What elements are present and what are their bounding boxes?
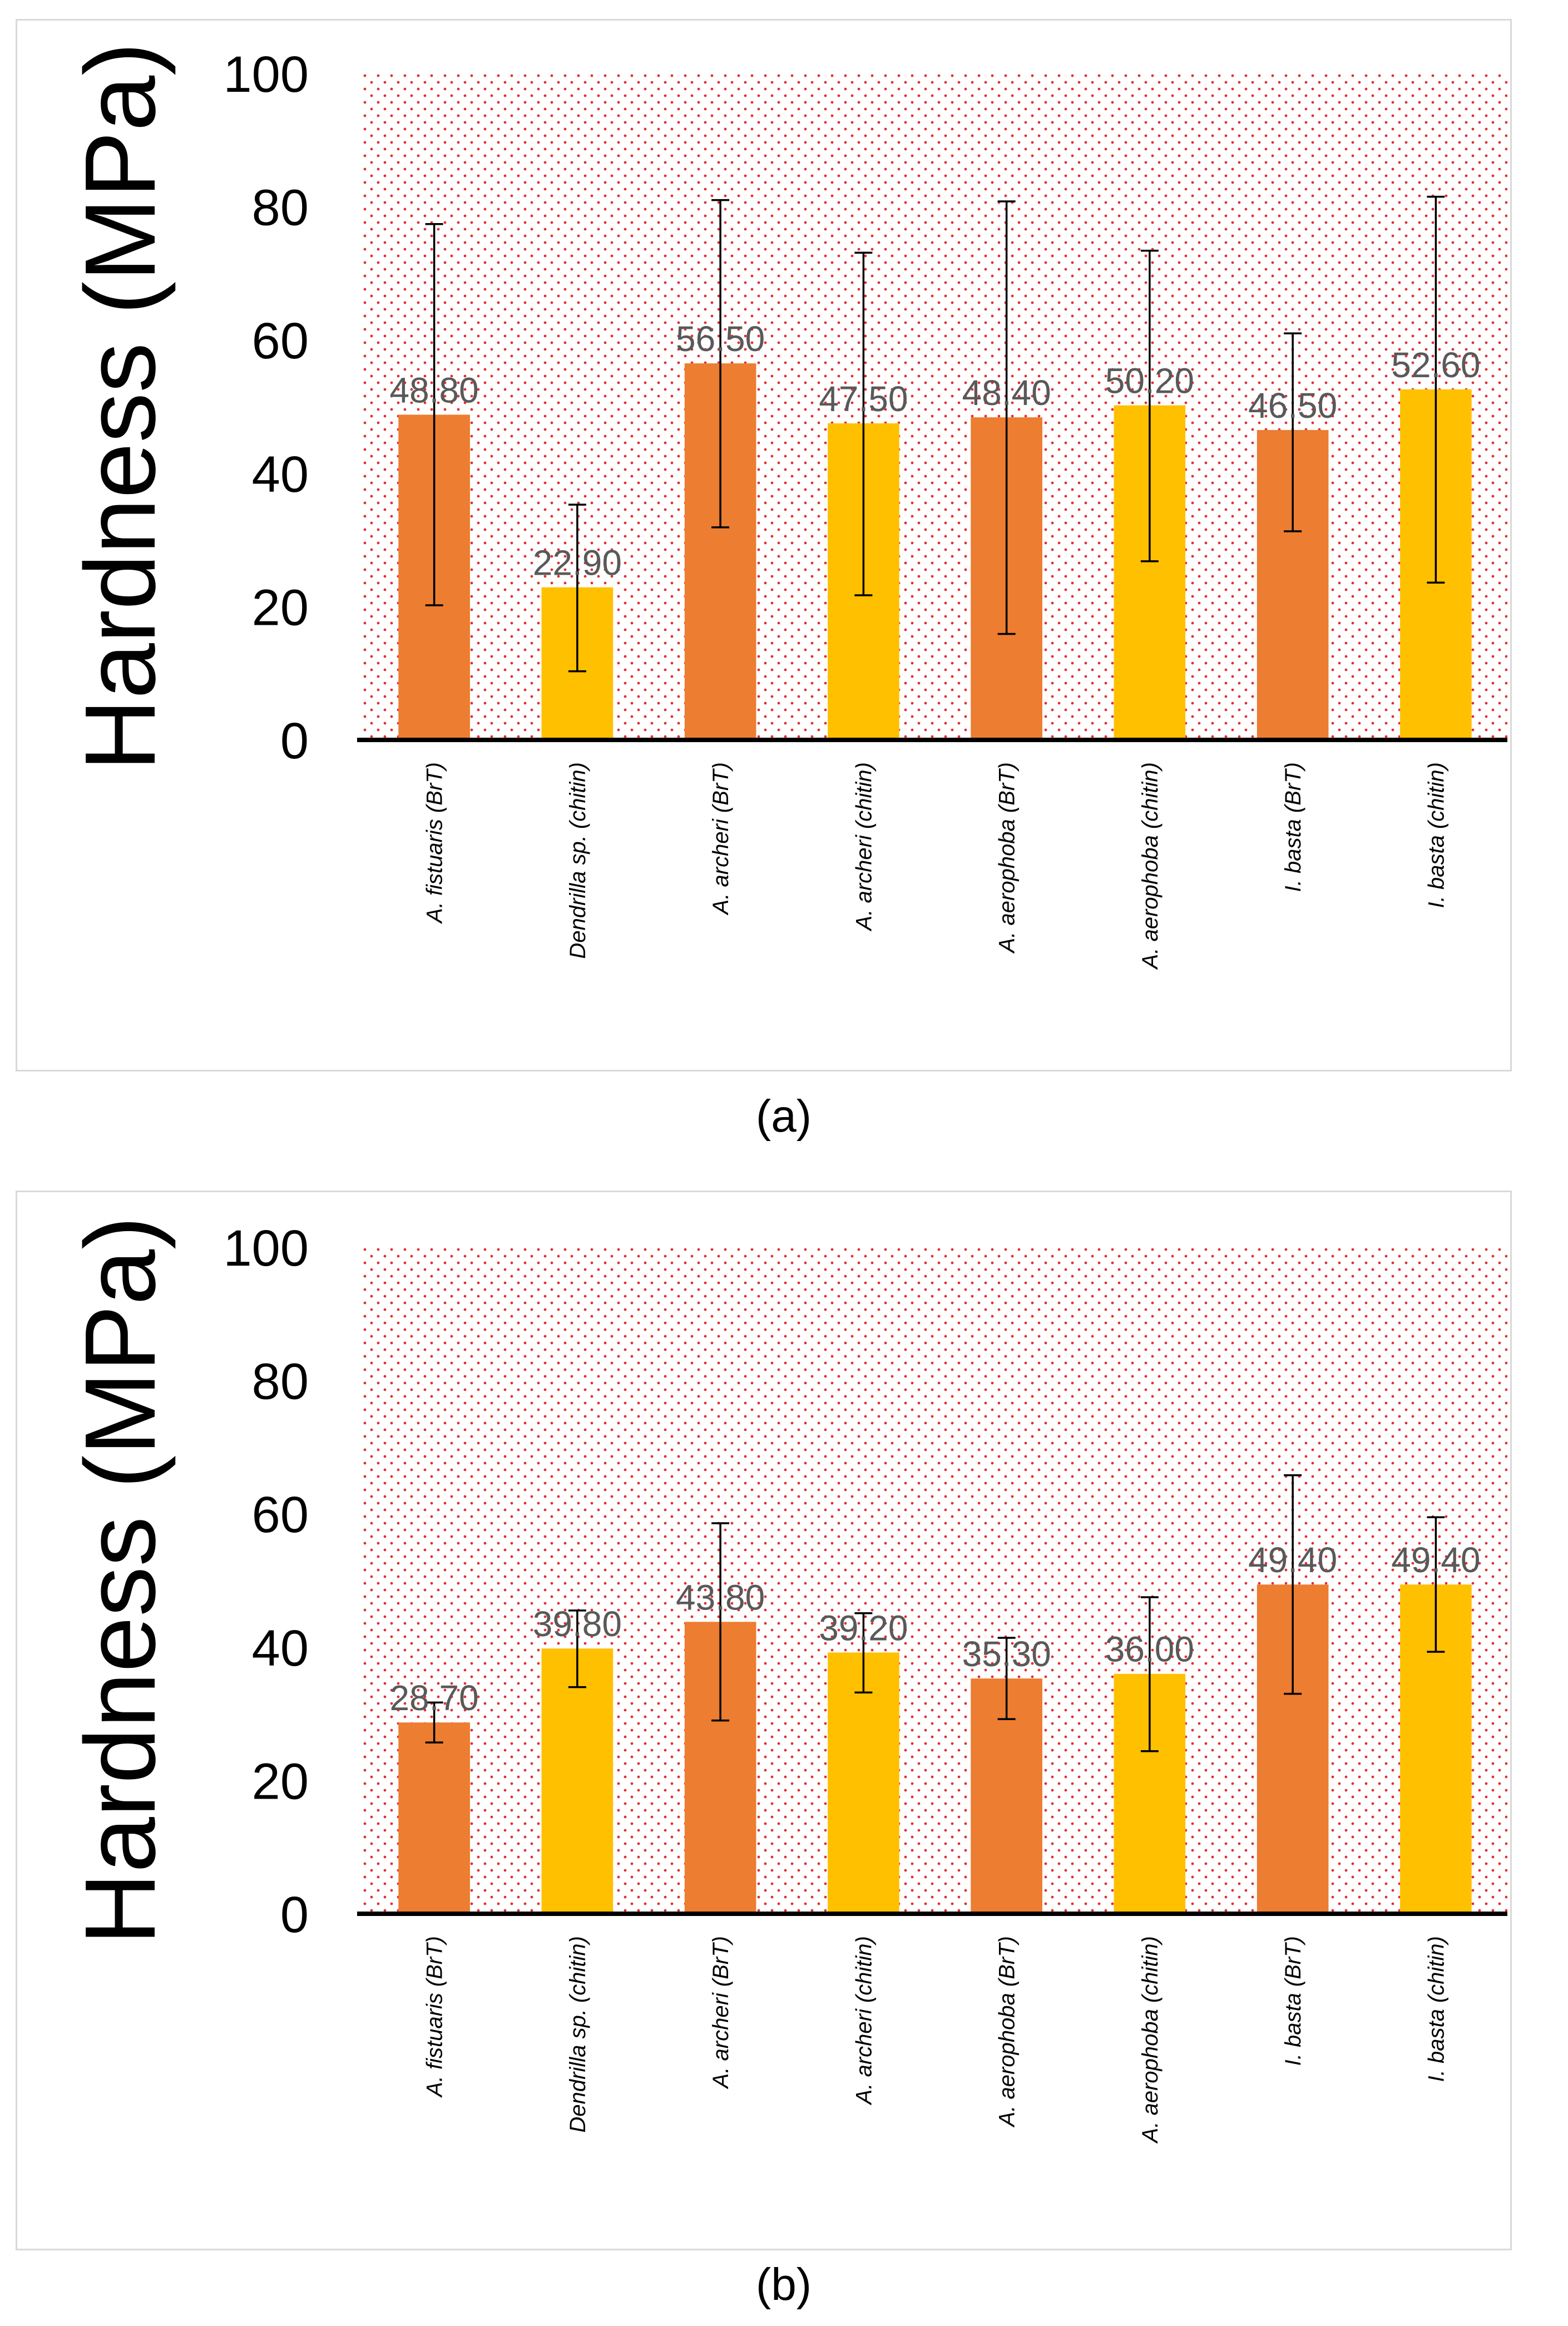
data-label-b-2: 39.80 bbox=[533, 1604, 622, 1644]
x-tick-label-a-4: A. archeri (chitin) bbox=[852, 762, 876, 931]
y-tick-label-a-60: 60 bbox=[252, 313, 309, 369]
data-label-a-3: 56.50 bbox=[676, 319, 765, 359]
x-tick-label-a-2: Dendrilla sp. (chitin) bbox=[566, 762, 590, 959]
bar-b-1 bbox=[398, 1722, 470, 1914]
x-tick-label-a-1: A. fistuaris (BrT) bbox=[423, 762, 447, 924]
bar-b-2 bbox=[541, 1648, 614, 1914]
error-bar-a-6 bbox=[1140, 249, 1159, 562]
panel-a-caption: (a) bbox=[755, 1091, 812, 1142]
data-label-a-7: 46.50 bbox=[1248, 386, 1337, 426]
data-label-b-3: 43.80 bbox=[676, 1577, 765, 1617]
y-axis-title-a: Hardness (MPa) bbox=[65, 42, 176, 771]
hardness-chart-a: Hardness (MPa) 0 20 40 60 80 100 48.80 A. fistua… bbox=[65, 42, 1507, 970]
error-bar-a-8 bbox=[1427, 195, 1445, 584]
x-tick-label-a-8: I. basta (chitin) bbox=[1424, 762, 1448, 908]
data-label-a-2: 22.90 bbox=[533, 543, 622, 583]
error-bar-a-4 bbox=[854, 251, 873, 596]
data-label-b-8: 49.40 bbox=[1391, 1540, 1480, 1580]
data-label-a-4: 47.50 bbox=[819, 379, 908, 419]
y-tick-label-a-80: 80 bbox=[252, 180, 309, 236]
error-bar-a-7 bbox=[1284, 332, 1302, 532]
data-label-a-1: 48.80 bbox=[390, 370, 479, 410]
y-axis-title-b: Hardness (MPa) bbox=[65, 1216, 176, 1945]
error-bar-a-3 bbox=[711, 199, 730, 529]
y-tick-label-a-100: 100 bbox=[224, 46, 309, 103]
y-tick-label-a-20: 20 bbox=[252, 579, 309, 636]
y-tick-label-b-100: 100 bbox=[224, 1220, 309, 1277]
y-tick-label-b-60: 60 bbox=[252, 1487, 309, 1543]
x-tick-label-b-2: Dendrilla sp. (chitin) bbox=[566, 1936, 590, 2132]
error-bar-b-6 bbox=[1140, 1596, 1159, 1752]
data-label-b-5: 35.30 bbox=[962, 1634, 1051, 1674]
error-bar-b-4 bbox=[854, 1612, 873, 1694]
y-tick-label-b-40: 40 bbox=[252, 1620, 309, 1677]
plot-area-b bbox=[363, 1247, 1507, 1914]
data-label-b-6: 36.00 bbox=[1105, 1629, 1194, 1670]
x-tick-label-b-5: A. aerophoba (BrT) bbox=[995, 1936, 1020, 2127]
bar-b-4 bbox=[828, 1652, 899, 1914]
error-bar-a-5 bbox=[997, 200, 1016, 635]
x-tick-label-a-5: A. aerophoba (BrT) bbox=[995, 762, 1020, 954]
x-tick-label-b-6: A. aerophoba (chitin) bbox=[1138, 1936, 1163, 2144]
x-tick-label-b-4: A. archeri (chitin) bbox=[852, 1936, 876, 2105]
data-label-a-6: 50.20 bbox=[1105, 361, 1194, 401]
error-bar-b-3 bbox=[711, 1522, 730, 1722]
y-tick-label-b-80: 80 bbox=[252, 1354, 309, 1410]
error-bar-a-1 bbox=[425, 223, 443, 606]
y-tick-label-a-0: 0 bbox=[280, 713, 309, 769]
data-label-a-5: 48.40 bbox=[962, 373, 1051, 413]
x-tick-label-a-3: A. archeri (BrT) bbox=[709, 762, 733, 915]
error-bar-b-7 bbox=[1284, 1474, 1302, 1695]
error-bar-b-1 bbox=[425, 1701, 443, 1744]
x-tick-label-b-8: I. basta (chitin) bbox=[1424, 1936, 1448, 2082]
x-tick-label-b-1: A. fistuaris (BrT) bbox=[423, 1936, 447, 2098]
x-tick-label-a-7: I. basta (BrT) bbox=[1281, 762, 1305, 892]
data-label-b-1: 28.70 bbox=[390, 1678, 479, 1718]
x-tick-label-a-6: A. aerophoba (chitin) bbox=[1138, 762, 1163, 970]
error-bar-b-8 bbox=[1427, 1516, 1445, 1653]
error-bar-b-2 bbox=[568, 1609, 586, 1688]
error-bar-b-5 bbox=[997, 1637, 1016, 1720]
data-label-b-4: 39.20 bbox=[819, 1608, 908, 1648]
y-tick-label-b-20: 20 bbox=[252, 1753, 309, 1810]
data-label-b-7: 49.40 bbox=[1248, 1540, 1337, 1580]
x-tick-label-b-7: I. basta (BrT) bbox=[1281, 1936, 1305, 2066]
data-label-a-8: 52.60 bbox=[1391, 345, 1480, 385]
error-bar-a-2 bbox=[568, 503, 586, 673]
y-tick-label-b-0: 0 bbox=[280, 1887, 309, 1943]
y-tick-label-a-40: 40 bbox=[252, 446, 309, 503]
x-tick-label-b-3: A. archeri (BrT) bbox=[709, 1936, 733, 2089]
panel-b-caption: (b) bbox=[755, 2259, 812, 2310]
